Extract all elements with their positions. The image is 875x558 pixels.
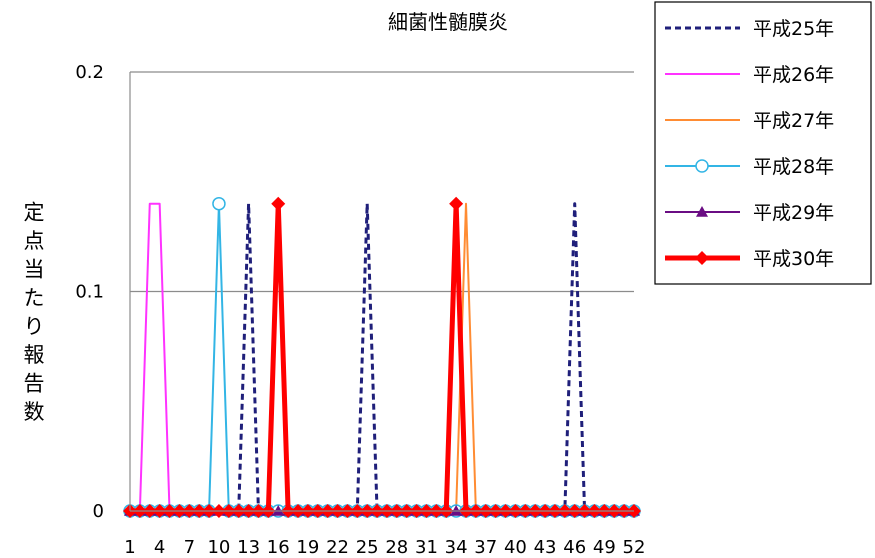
x-tick-label: 52 xyxy=(623,537,646,558)
series-layer xyxy=(123,196,641,518)
x-tick-label: 10 xyxy=(207,537,230,558)
y-tick-label: 0.2 xyxy=(75,62,104,83)
x-tick-label: 46 xyxy=(563,537,586,558)
legend-label: 平成25年 xyxy=(753,18,834,40)
legend-label: 平成29年 xyxy=(753,202,834,224)
x-tick-label: 31 xyxy=(415,537,438,558)
legend-item: 平成30年 xyxy=(665,248,834,270)
x-tick-label: 22 xyxy=(326,537,349,558)
series-6 xyxy=(123,196,641,518)
legend-label: 平成28年 xyxy=(753,156,834,178)
legend-item: 平成28年 xyxy=(665,156,834,178)
x-tick-label: 34 xyxy=(445,537,468,558)
legend-item: 平成29年 xyxy=(665,202,834,224)
y-tick-label: 0.1 xyxy=(75,282,104,303)
legend-item: 平成27年 xyxy=(665,110,834,132)
series-3 xyxy=(130,202,634,512)
chart-title: 細菌性髄膜炎 xyxy=(388,10,508,34)
x-tick-label: 7 xyxy=(184,537,195,558)
legend-box xyxy=(654,1,872,285)
x-tick-label: 13 xyxy=(237,537,260,558)
series-line xyxy=(130,202,634,512)
axes: 0 0.1 0.2 1 4 7 10 13 16 19 22 25 28 31 34 37 40 43 46 49 52 xyxy=(75,62,645,558)
legend-item: 平成25年 xyxy=(665,18,834,40)
gridlines xyxy=(130,71,634,293)
x-tick-label: 4 xyxy=(154,537,165,558)
x-tick-label: 40 xyxy=(504,537,527,558)
x-tick-label: 16 xyxy=(267,537,290,558)
x-tick-label: 25 xyxy=(356,537,379,558)
series-line xyxy=(130,202,634,513)
point xyxy=(696,206,708,217)
legend-item: 平成26年 xyxy=(665,64,834,86)
y-tick-label: 0 xyxy=(93,501,104,522)
point xyxy=(695,159,709,173)
x-tick-label: 1 xyxy=(124,537,135,558)
x-tick-label: 43 xyxy=(534,537,557,558)
legend-label: 平成30年 xyxy=(753,248,834,270)
x-tick-label: 49 xyxy=(593,537,616,558)
series-1 xyxy=(130,202,634,513)
y-axis-label: 定点当たり報告数 xyxy=(24,200,45,424)
point xyxy=(695,251,709,265)
series-line xyxy=(130,202,634,512)
legend-label: 平成26年 xyxy=(753,64,834,86)
point xyxy=(212,196,226,211)
x-tick-label: 28 xyxy=(385,537,408,558)
series-line xyxy=(130,201,634,514)
point xyxy=(271,196,286,211)
x-tick-label: 37 xyxy=(474,537,497,558)
x-tick-label: 19 xyxy=(296,537,319,558)
point xyxy=(449,196,464,211)
series-line xyxy=(130,202,634,512)
series-2 xyxy=(130,202,634,512)
series-4 xyxy=(123,196,641,518)
legend-label: 平成27年 xyxy=(753,110,834,132)
